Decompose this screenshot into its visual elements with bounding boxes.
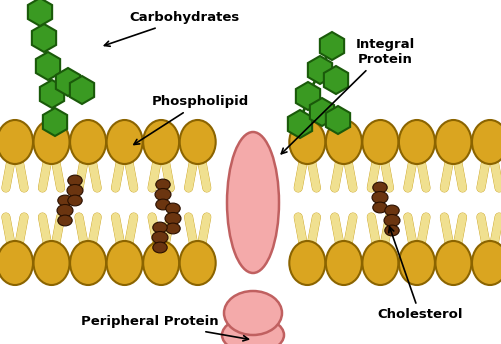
Ellipse shape <box>373 182 387 193</box>
Ellipse shape <box>153 242 167 253</box>
Ellipse shape <box>373 202 387 213</box>
Ellipse shape <box>289 241 325 285</box>
Ellipse shape <box>153 222 167 233</box>
Ellipse shape <box>472 120 501 164</box>
Polygon shape <box>296 82 320 110</box>
Polygon shape <box>324 66 348 94</box>
Polygon shape <box>28 0 52 26</box>
Text: Integral
Protein: Integral Protein <box>282 38 415 154</box>
Ellipse shape <box>435 120 471 164</box>
Ellipse shape <box>0 241 33 285</box>
Ellipse shape <box>156 179 170 190</box>
Polygon shape <box>36 52 60 80</box>
Ellipse shape <box>224 291 282 335</box>
Text: Carbohydrates: Carbohydrates <box>104 11 240 46</box>
Ellipse shape <box>57 204 73 216</box>
Polygon shape <box>320 32 344 60</box>
Ellipse shape <box>180 120 216 164</box>
Polygon shape <box>288 110 312 138</box>
Ellipse shape <box>166 203 180 214</box>
Ellipse shape <box>362 120 398 164</box>
Ellipse shape <box>68 195 82 206</box>
Ellipse shape <box>385 205 399 216</box>
Ellipse shape <box>222 317 284 344</box>
Text: Cholesterol: Cholesterol <box>377 227 463 322</box>
Ellipse shape <box>68 175 82 186</box>
Ellipse shape <box>58 195 72 206</box>
Ellipse shape <box>399 241 435 285</box>
Ellipse shape <box>152 232 168 244</box>
Ellipse shape <box>362 241 398 285</box>
Ellipse shape <box>107 120 143 164</box>
Ellipse shape <box>155 189 171 201</box>
Ellipse shape <box>435 241 471 285</box>
Text: Phospholipid: Phospholipid <box>134 96 248 144</box>
Ellipse shape <box>156 199 170 210</box>
Ellipse shape <box>166 223 180 234</box>
Polygon shape <box>32 24 56 52</box>
Ellipse shape <box>34 120 70 164</box>
Ellipse shape <box>70 241 106 285</box>
Polygon shape <box>308 56 332 84</box>
Ellipse shape <box>34 241 70 285</box>
Polygon shape <box>43 108 67 136</box>
Polygon shape <box>40 80 64 108</box>
Ellipse shape <box>143 241 179 285</box>
Ellipse shape <box>165 213 181 225</box>
Ellipse shape <box>372 192 388 204</box>
Ellipse shape <box>143 120 179 164</box>
Ellipse shape <box>289 120 325 164</box>
Ellipse shape <box>326 120 362 164</box>
Polygon shape <box>326 106 350 134</box>
Ellipse shape <box>227 132 279 273</box>
Ellipse shape <box>67 184 83 196</box>
Ellipse shape <box>385 225 399 236</box>
Ellipse shape <box>0 120 33 164</box>
Ellipse shape <box>472 241 501 285</box>
Polygon shape <box>70 76 94 104</box>
Ellipse shape <box>180 241 216 285</box>
Text: Peripheral Protein: Peripheral Protein <box>81 315 248 341</box>
Ellipse shape <box>384 215 400 226</box>
Polygon shape <box>310 98 334 126</box>
Ellipse shape <box>70 120 106 164</box>
Ellipse shape <box>326 241 362 285</box>
Ellipse shape <box>107 241 143 285</box>
Ellipse shape <box>58 215 72 226</box>
Ellipse shape <box>399 120 435 164</box>
Polygon shape <box>56 68 80 96</box>
